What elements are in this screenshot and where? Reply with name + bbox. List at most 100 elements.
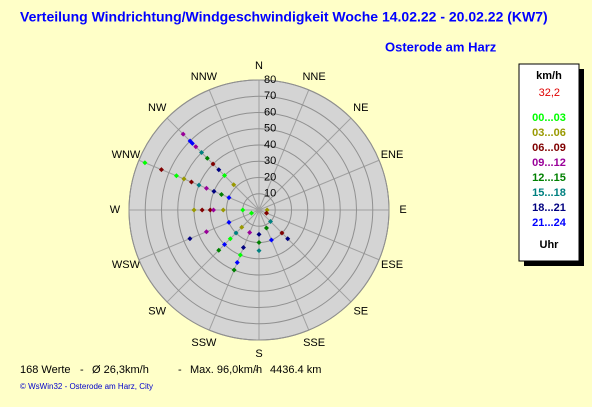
wind-point xyxy=(211,207,216,213)
direction-label: SW xyxy=(148,306,166,318)
wind-point xyxy=(203,229,209,235)
direction-label: NNE xyxy=(302,71,325,83)
wind-point xyxy=(193,144,199,150)
footer-stat: - xyxy=(80,364,84,376)
legend-entry: 21...24 xyxy=(532,217,567,229)
legend-entry: 03...06 xyxy=(532,127,566,139)
wind-point xyxy=(199,150,205,156)
footer-stat: Max. 96,0km/h xyxy=(190,364,262,376)
direction-label: NW xyxy=(148,102,167,114)
copyright: © WsWin32 - Osterode am Harz, City xyxy=(20,382,153,391)
direction-label: ESE xyxy=(381,259,403,271)
wind-point xyxy=(204,155,210,161)
wind-point xyxy=(231,267,237,273)
wind-point xyxy=(216,247,222,253)
wind-point xyxy=(279,230,285,236)
wind-point xyxy=(210,161,216,167)
legend-entry: 15...18 xyxy=(532,187,566,199)
r-tick-label: 80 xyxy=(264,74,276,86)
footer-stat: 168 Werte xyxy=(20,364,71,376)
wind-point xyxy=(256,231,262,237)
wind-point xyxy=(240,245,246,251)
wind-point xyxy=(196,182,202,188)
wind-point xyxy=(239,224,245,230)
wind-point xyxy=(199,207,205,213)
wind-point xyxy=(187,236,193,242)
legend-entry: 12...15 xyxy=(532,172,566,184)
wind-point xyxy=(234,260,240,266)
grid-ring xyxy=(128,79,390,341)
wind-point xyxy=(218,191,224,197)
wind-point xyxy=(226,219,232,225)
legend-entry: 00...03 xyxy=(532,112,566,124)
direction-label: E xyxy=(399,204,406,216)
r-tick-label: 50 xyxy=(264,123,276,135)
wind-point xyxy=(207,207,213,213)
wind-point xyxy=(158,167,164,173)
wind-point xyxy=(256,248,262,254)
chart-subtitle: Osterode am Harz xyxy=(385,39,497,54)
direction-label: SSW xyxy=(191,337,217,349)
wind-point xyxy=(222,173,228,179)
wind-point xyxy=(180,131,186,137)
footer-stat: - xyxy=(178,364,182,376)
wind-point xyxy=(142,160,148,166)
footer-stat: Ø 26,3km/h xyxy=(92,364,149,376)
wind-point xyxy=(226,195,232,201)
direction-label: N xyxy=(255,60,263,72)
legend-entry: 18...21 xyxy=(532,202,566,214)
wind-point xyxy=(191,207,197,213)
wind-point xyxy=(233,230,239,236)
wind-point xyxy=(189,140,195,146)
direction-label: W xyxy=(110,204,121,216)
legend-footer: Uhr xyxy=(540,239,560,251)
wind-point xyxy=(237,252,243,258)
wind-point xyxy=(256,240,262,245)
wind-point xyxy=(264,210,270,216)
chart-title: Verteilung Windrichtung/Windgeschwindigk… xyxy=(20,9,548,25)
footer-stat: 4436.4 km xyxy=(270,364,321,376)
wind-point xyxy=(220,207,226,213)
r-tick-label: 20 xyxy=(264,171,276,183)
legend-title: km/h xyxy=(536,70,562,82)
r-tick-label: 40 xyxy=(264,139,276,151)
direction-label: SE xyxy=(353,306,368,318)
direction-label: NE xyxy=(353,102,368,114)
direction-label: WSW xyxy=(112,259,141,271)
direction-label: NNW xyxy=(191,71,218,83)
legend-entry: 09...12 xyxy=(532,157,566,169)
r-tick-label: 10 xyxy=(264,188,276,200)
legend-entry: 06...09 xyxy=(532,142,566,154)
wind-point xyxy=(181,176,187,182)
wind-point xyxy=(211,188,217,194)
wind-point xyxy=(263,225,269,231)
legend-box xyxy=(518,63,580,262)
wind-point xyxy=(216,167,222,173)
wind-point xyxy=(285,236,291,242)
r-tick-label: 70 xyxy=(264,90,276,102)
direction-label: WNW xyxy=(112,149,141,161)
footer: 168 Werte - Ø 26,3km/h - Max. 96,0km/h- 4436.… xyxy=(20,364,321,376)
wind-point xyxy=(248,210,254,216)
wind-point xyxy=(240,207,246,213)
r-tick-label: 30 xyxy=(264,155,276,167)
wind-point xyxy=(227,236,233,242)
wind-point xyxy=(267,218,273,224)
wind-point xyxy=(188,179,194,185)
wind-point xyxy=(222,241,228,247)
wind-point xyxy=(268,237,274,243)
r-tick-label: 60 xyxy=(264,106,276,118)
direction-label: SSE xyxy=(303,337,325,349)
legend-highlight: 32,2 xyxy=(539,87,560,99)
grid-ring xyxy=(144,95,374,325)
direction-label: S xyxy=(255,348,262,360)
wind-point xyxy=(247,230,253,236)
direction-label: ENE xyxy=(381,149,404,161)
grid-ring xyxy=(177,128,341,292)
wind-point xyxy=(231,182,237,188)
footer-stat: - xyxy=(255,364,259,376)
wind-point xyxy=(173,173,179,179)
grid-ring xyxy=(161,112,357,308)
